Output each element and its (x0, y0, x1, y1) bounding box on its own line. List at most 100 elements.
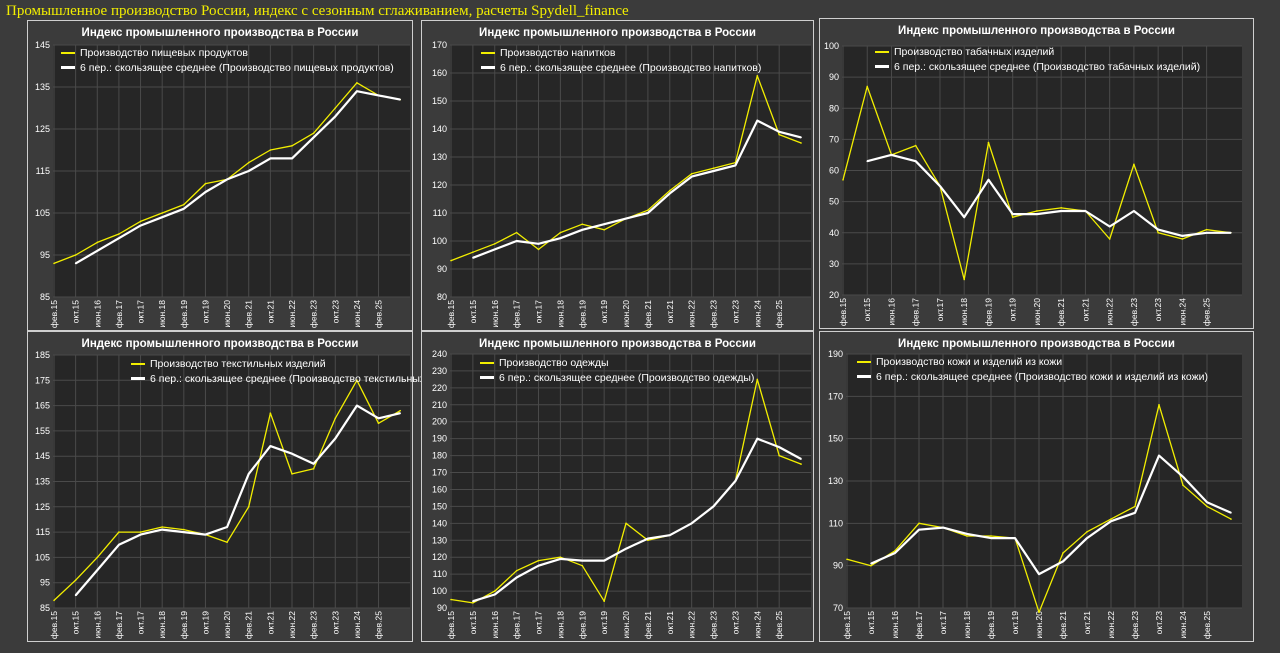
legend-entry: Производство текстильных изделий (131, 356, 471, 371)
x-tick-label: фев.23 (1130, 611, 1140, 639)
y-tick-label: 50 (829, 197, 839, 207)
data-point (537, 248, 540, 251)
x-tick-label: июн.18 (157, 300, 167, 328)
x-tick-label: июн.16 (886, 298, 896, 326)
data-point (204, 191, 207, 193)
data-point (778, 133, 780, 136)
data-point (1133, 210, 1135, 212)
data-point (399, 409, 401, 412)
data-point (96, 241, 99, 244)
x-tick-label: июн.24 (752, 300, 762, 328)
data-point (1134, 505, 1136, 508)
legend-label: 6 пер.: скользящее среднее (Производство… (894, 60, 1201, 73)
data-point (1230, 511, 1232, 514)
data-point (356, 90, 358, 92)
chart-panel-6: 70 90 110 130 150 170 190 фев.15 окт.15 июн.16 фев… (819, 331, 1254, 642)
x-tick-label: окт.17 (136, 300, 146, 324)
legend-swatch (875, 65, 889, 68)
data-point (1110, 518, 1112, 520)
y-tick-label: 100 (432, 236, 447, 246)
y-tick-label: 95 (40, 578, 50, 588)
x-tick-label: окт.21 (665, 300, 675, 324)
data-point (1036, 213, 1038, 215)
x-tick-label: окт.23 (730, 611, 740, 635)
x-tick-label: фев.21 (1056, 298, 1066, 326)
data-point (53, 262, 55, 265)
legend-swatch (857, 360, 871, 363)
data-point (756, 119, 759, 122)
data-point (963, 216, 966, 218)
y-tick-label: 220 (432, 383, 447, 393)
legend-entry: Производство одежды (480, 355, 754, 370)
x-tick-label: фев.15 (446, 611, 456, 639)
data-point (161, 526, 163, 528)
data-point (1205, 228, 1208, 231)
y-tick-label: 120 (432, 552, 447, 562)
legend-swatch (481, 66, 495, 69)
x-tick-label: фев.25 (374, 611, 384, 639)
chart-svg-3: 20 30 40 50 60 70 80 90 100 фев.15 окт.15 июн.16 фев… (824, 41, 1242, 326)
data-point (1011, 213, 1014, 215)
data-point (559, 237, 562, 239)
data-point (377, 94, 380, 97)
data-point (581, 559, 584, 562)
x-tick-label: фев.17 (914, 611, 924, 639)
legend-entry: 6 пер.: скользящее среднее (Производство… (61, 60, 394, 75)
x-tick-label: июн.18 (555, 300, 565, 328)
data-point (247, 506, 250, 508)
x-tick-label: окт.21 (665, 611, 675, 635)
data-point (1062, 560, 1064, 563)
y-tick-label: 150 (432, 501, 447, 511)
x-tick-label: фев.25 (1202, 298, 1212, 326)
data-point (472, 602, 474, 604)
y-tick-label: 110 (433, 208, 447, 218)
data-point (334, 417, 337, 420)
x-tick-label: июн.20 (1034, 611, 1044, 639)
data-point (842, 179, 844, 181)
x-tick-label: фев.21 (1058, 611, 1068, 639)
y-tick-label: 140 (432, 124, 447, 134)
data-point (1182, 475, 1184, 478)
y-tick-label: 115 (36, 166, 50, 176)
data-point (778, 454, 780, 457)
data-point (53, 599, 55, 602)
y-tick-label: 90 (437, 603, 447, 613)
data-point (846, 558, 848, 561)
chart-svg-2: 80 90 100 110 120 130 140 150 160 170 фев.15 окт.15… (432, 40, 811, 328)
data-point (1206, 505, 1208, 508)
x-tick-label: фев.19 (577, 611, 587, 639)
data-point (756, 437, 759, 440)
x-tick-label: окт.23 (1153, 298, 1163, 322)
data-point (312, 136, 315, 139)
legend-entry: 6 пер.: скользящее среднее (Производство… (875, 59, 1200, 74)
y-tick-label: 185 (35, 350, 50, 360)
x-tick-label: фев.25 (774, 611, 784, 639)
legend-label: 6 пер.: скользящее среднее (Производство… (150, 372, 472, 385)
data-point (559, 558, 562, 560)
data-point (161, 528, 163, 531)
x-tick-label: окт.17 (935, 298, 945, 322)
data-point (918, 522, 920, 525)
legend-entry: 6 пер.: скользящее среднее (Производство… (481, 60, 761, 75)
x-tick-label: фев.15 (838, 298, 848, 326)
x-tick-label: июн.22 (1106, 611, 1116, 639)
data-point (990, 537, 992, 539)
x-tick-label: окт.15 (468, 300, 478, 324)
series-line-moving-average (472, 119, 802, 259)
chart-svg-1: 85 95 105 115 125 135 145 фев.15 окт.15 июн.16 фев… (35, 40, 410, 328)
chart-title: Индекс промышленного производства в Росс… (898, 338, 1175, 350)
data-point (1062, 552, 1064, 554)
legend-swatch (131, 362, 145, 365)
data-point (800, 142, 802, 144)
x-tick-label: июн.20 (222, 300, 232, 328)
y-tick-label: 170 (432, 40, 447, 50)
data-point (987, 141, 990, 144)
x-tick-label: окт.15 (862, 298, 872, 322)
x-tick-label: июн.16 (490, 611, 500, 639)
chart-panel-2: 80 90 100 110 120 130 140 150 160 170 фев.15 окт.15… (421, 20, 814, 331)
x-tick-label: окт.21 (265, 300, 275, 324)
data-point (1084, 210, 1087, 212)
data-point (734, 480, 737, 482)
x-tick-label: окт.17 (534, 611, 544, 635)
data-point (690, 173, 693, 175)
